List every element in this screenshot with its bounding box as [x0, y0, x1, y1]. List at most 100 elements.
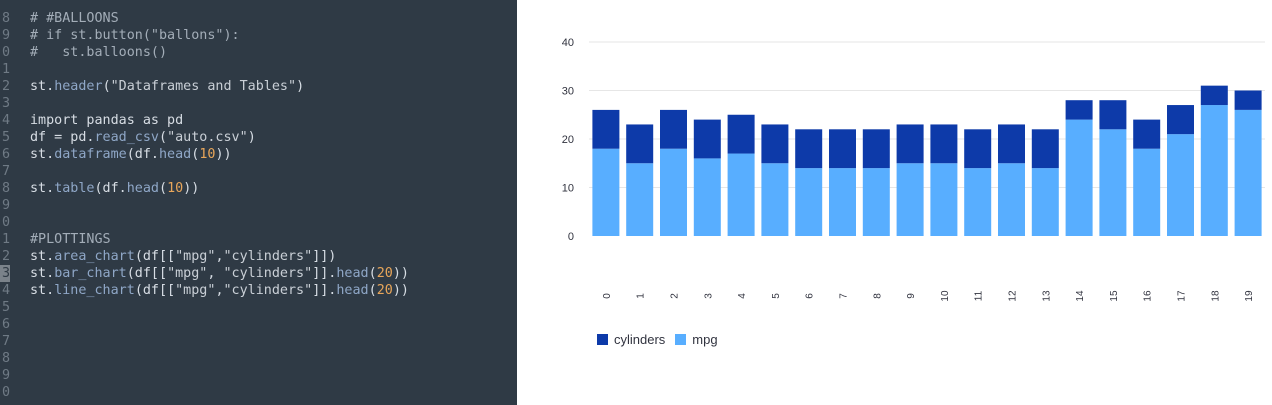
- code-token: )): [393, 283, 409, 298]
- bar-mpg[interactable]: [728, 154, 755, 236]
- line-number: 5: [0, 129, 10, 146]
- code-line[interactable]: 8 st.table(df.head(10)): [0, 180, 517, 197]
- bar-mpg[interactable]: [1066, 120, 1093, 236]
- bar-cylinders[interactable]: [1066, 100, 1093, 119]
- bar-cylinders[interactable]: [761, 124, 788, 163]
- bar-cylinders[interactable]: [694, 120, 721, 159]
- code-line[interactable]: 6: [0, 316, 517, 333]
- code-token: "cylinders": [224, 249, 313, 264]
- line-number: 0: [0, 214, 10, 231]
- code-line[interactable]: 7: [0, 163, 517, 180]
- code-token: st.: [30, 283, 54, 298]
- code-line[interactable]: 0: [0, 384, 517, 401]
- code-token: ,: [215, 283, 223, 298]
- x-tick-label: 8: [872, 293, 883, 299]
- code-token: # st.balloons(): [30, 45, 167, 60]
- x-tick-label: 5: [771, 293, 782, 299]
- code-line[interactable]: 2 st.header("Dataframes and Tables"): [0, 78, 517, 95]
- chart-legend: cylinders mpg: [597, 332, 728, 347]
- bar-cylinders[interactable]: [660, 110, 687, 149]
- code-token: 20: [377, 283, 393, 298]
- bar-cylinders[interactable]: [592, 110, 619, 149]
- bar-mpg[interactable]: [1099, 129, 1126, 236]
- y-tick-label: 10: [562, 183, 574, 195]
- bar-cylinders[interactable]: [1099, 100, 1126, 129]
- bar-cylinders[interactable]: [829, 129, 856, 168]
- y-tick-label: 20: [562, 134, 574, 146]
- code-line[interactable]: 5 df = pd.read_csv("auto.csv"): [0, 129, 517, 146]
- bar-mpg[interactable]: [998, 163, 1025, 236]
- code-token: table: [54, 181, 94, 196]
- line-number: 0: [0, 384, 10, 401]
- bar-mpg[interactable]: [1032, 168, 1059, 236]
- bar-cylinders[interactable]: [1201, 86, 1228, 105]
- bar-mpg[interactable]: [761, 163, 788, 236]
- bar-cylinders[interactable]: [863, 129, 890, 168]
- x-tick-label: 12: [1008, 290, 1019, 302]
- code-line[interactable]: 1 #PLOTTINGS: [0, 231, 517, 248]
- code-text: # #BALLOONS: [30, 10, 119, 27]
- bar-cylinders[interactable]: [1167, 105, 1194, 134]
- code-line[interactable]: 5: [0, 299, 517, 316]
- legend-item-cylinders[interactable]: cylinders: [597, 332, 665, 347]
- bar-mpg[interactable]: [626, 163, 653, 236]
- bar-mpg[interactable]: [1133, 149, 1160, 236]
- bar-cylinders[interactable]: [1032, 129, 1059, 168]
- code-token: )): [183, 181, 199, 196]
- y-tick-label: 40: [562, 37, 574, 49]
- code-line[interactable]: 2 st.area_chart(df[["mpg","cylinders"]]): [0, 248, 517, 265]
- code-line[interactable]: 1: [0, 61, 517, 78]
- bar-mpg[interactable]: [1235, 110, 1262, 236]
- bar-cylinders[interactable]: [998, 124, 1025, 163]
- bar-mpg[interactable]: [795, 168, 822, 236]
- bar-mpg[interactable]: [1201, 105, 1228, 236]
- code-line[interactable]: 6 st.dataframe(df.head(10)): [0, 146, 517, 163]
- code-line[interactable]: 0 # st.balloons(): [0, 44, 517, 61]
- x-tick-label: 19: [1244, 290, 1255, 302]
- bar-cylinders[interactable]: [964, 129, 991, 168]
- code-line[interactable]: 9: [0, 197, 517, 214]
- code-token: 10: [199, 147, 215, 162]
- code-text: import pandas as pd: [30, 112, 183, 129]
- code-token: line_chart: [54, 283, 135, 298]
- bar-mpg[interactable]: [694, 158, 721, 236]
- line-number: 8: [0, 350, 10, 367]
- bar-cylinders[interactable]: [897, 124, 924, 163]
- code-token: bar_chart: [54, 266, 127, 281]
- code-token: 10: [167, 181, 183, 196]
- code-line[interactable]: 9: [0, 367, 517, 384]
- code-line[interactable]: 8 # #BALLOONS: [0, 10, 517, 27]
- legend-item-mpg[interactable]: mpg: [675, 332, 717, 347]
- code-editor[interactable]: 8 # #BALLOONS 9 # if st.button("ballons"): 0…: [0, 0, 517, 405]
- bar-mpg[interactable]: [897, 163, 924, 236]
- code-line[interactable]: 0: [0, 214, 517, 231]
- bar-mpg[interactable]: [829, 168, 856, 236]
- code-line[interactable]: 4 st.line_chart(df[["mpg","cylinders"]].h…: [0, 282, 517, 299]
- code-line[interactable]: 3 st.bar_chart(df[["mpg", "cylinders"]].h…: [0, 265, 517, 282]
- legend-swatch-cylinders: [597, 334, 608, 345]
- code-line[interactable]: 7: [0, 333, 517, 350]
- code-line[interactable]: 3: [0, 95, 517, 112]
- code-line[interactable]: 4 import pandas as pd: [0, 112, 517, 129]
- code-token: ]].: [312, 266, 336, 281]
- bar-mpg[interactable]: [660, 149, 687, 236]
- bar-mpg[interactable]: [930, 163, 957, 236]
- bar-cylinders[interactable]: [626, 124, 653, 163]
- bar-cylinders[interactable]: [930, 124, 957, 163]
- x-tick-label: 18: [1210, 290, 1221, 302]
- bar-cylinders[interactable]: [1235, 91, 1262, 110]
- code-text: st.area_chart(df[["mpg","cylinders"]]): [30, 248, 336, 265]
- bar-mpg[interactable]: [964, 168, 991, 236]
- bar-cylinders[interactable]: [1133, 120, 1160, 149]
- bar-cylinders[interactable]: [795, 129, 822, 168]
- code-token: head: [159, 147, 191, 162]
- legend-label-cylinders: cylinders: [614, 332, 665, 347]
- code-line[interactable]: 8: [0, 350, 517, 367]
- bar-mpg[interactable]: [863, 168, 890, 236]
- bar-mpg[interactable]: [1167, 134, 1194, 236]
- bar-cylinders[interactable]: [728, 115, 755, 154]
- code-line[interactable]: 9 # if st.button("ballons"):: [0, 27, 517, 44]
- code-token: ,: [207, 266, 223, 281]
- bar-mpg[interactable]: [592, 149, 619, 236]
